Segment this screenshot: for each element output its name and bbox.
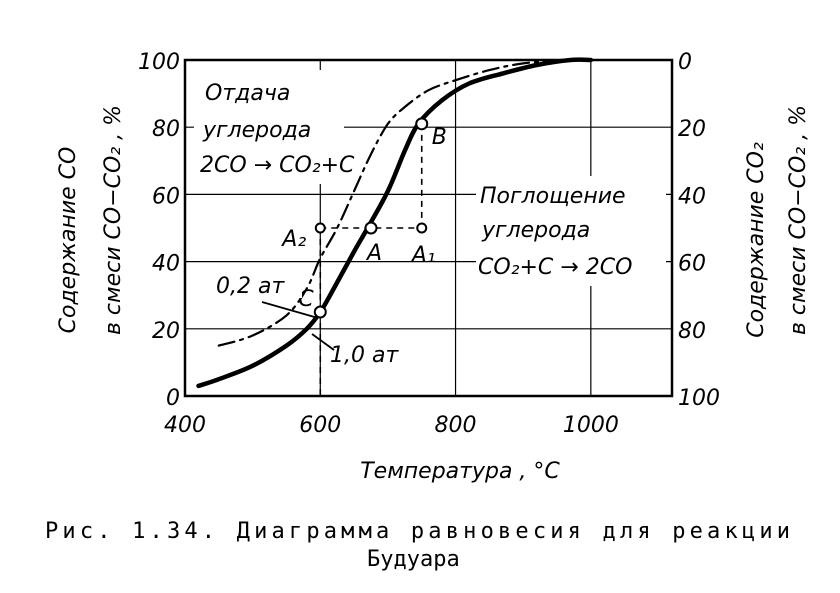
leader-0-2-at [261, 301, 319, 319]
x-tick-800: 800 [435, 413, 477, 438]
y-left-label-line1: Содержание CO [56, 147, 81, 334]
y-left-tick-40: 40 [152, 252, 180, 277]
y-right-tick-20: 20 [678, 117, 706, 142]
plot-frame [183, 58, 674, 398]
point-A2-label: A₂ [280, 227, 306, 252]
y-right-tick-40: 40 [678, 184, 706, 209]
y-right-tick-60: 60 [678, 252, 706, 277]
y-right-label-line2: в смеси CO−CO₂ , % [786, 105, 811, 335]
y-left-tick-0: 0 [166, 386, 180, 411]
x-tick-labels: 400 600 800 1000 [164, 413, 619, 438]
leader-1-0-at [311, 333, 335, 351]
caption-line2: Будуара [367, 547, 460, 572]
curve-label-1-0-at: 1,0 ат [330, 343, 399, 368]
region-left-reaction: 2CO → CO₂+C [200, 153, 355, 178]
y-right-tick-80: 80 [678, 319, 706, 344]
point-A-label: A [365, 241, 382, 266]
point-A-marker [364, 221, 378, 235]
point-A1-label: A₁ [410, 243, 436, 268]
caption-line1: Рис. 1.34. Диаграмма равновесия для реак… [45, 519, 790, 544]
y-right-label-line1: Содержание CO₂ [744, 142, 769, 338]
series-0-2-at-line [217, 58, 565, 347]
series-layer [196, 57, 594, 389]
region-left-line1: Отдача [205, 81, 290, 106]
x-tick-400: 400 [164, 413, 206, 438]
y-left-tick-20: 20 [152, 319, 180, 344]
y-right-tick-100: 100 [678, 386, 720, 411]
x-tick-600: 600 [299, 413, 341, 438]
region-left-line2: углерода [202, 118, 311, 143]
x-axis-label: Температура , °С [360, 459, 560, 484]
y-right-tick-labels: 100 80 60 40 20 0 [678, 50, 720, 411]
y-left-tick-80: 80 [152, 117, 180, 142]
region-right-line1: Поглощение [480, 184, 626, 209]
point-B-label: B [432, 125, 447, 150]
y-left-label-line2: в смеси CO−CO₂ , % [101, 105, 126, 335]
point-C-label: C [298, 287, 314, 312]
x-tick-1000: 1000 [563, 413, 619, 438]
points-layer: A A₁ A₂ B C [280, 117, 447, 396]
point-A2-marker [314, 222, 326, 234]
point-A1-marker [416, 222, 428, 234]
curve-label-low-backdrop [212, 268, 302, 298]
y-left-tick-100: 100 [138, 50, 180, 75]
y-right-tick-0: 0 [678, 50, 692, 75]
point-B-marker [415, 117, 429, 131]
y-left-tick-60: 60 [152, 184, 180, 209]
series-1-0-at-line [196, 57, 594, 389]
y-left-tick-labels: 0 20 40 60 80 100 [138, 50, 180, 411]
region-right-backdrop [476, 176, 666, 286]
region-left-backdrop [194, 70, 344, 184]
region-right-line2: углерода [481, 218, 590, 243]
curve-label-0-2-at: 0,2 ат [216, 274, 285, 299]
point-C-marker [313, 305, 327, 319]
region-right-reaction: CO₂+C → 2CO [478, 255, 632, 280]
